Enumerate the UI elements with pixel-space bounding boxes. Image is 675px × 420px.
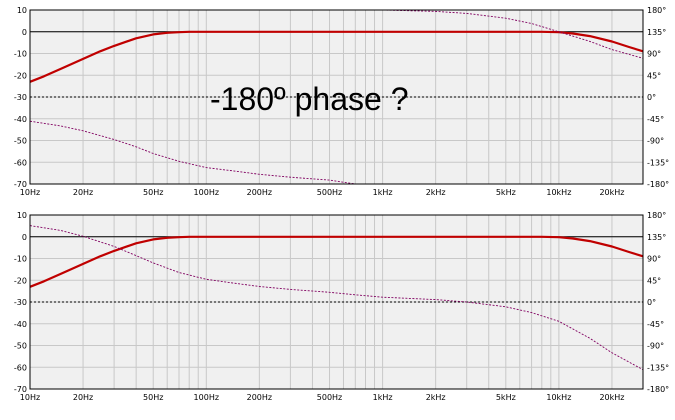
- y2-tick-label: 135°: [647, 233, 666, 242]
- y2-tick-label: -90°: [647, 342, 664, 351]
- x-tick-label: 50Hz: [143, 393, 163, 402]
- x-tick-label: 500Hz: [317, 188, 342, 197]
- y2-tick-label: 135°: [647, 28, 666, 37]
- y-tick-label: -10: [14, 50, 27, 59]
- y-tick-label: -10: [14, 255, 27, 264]
- x-tick-label: 2kHz: [426, 393, 446, 402]
- x-tick-label: 10Hz: [20, 188, 40, 197]
- y2-tick-label: 90°: [647, 255, 661, 264]
- x-tick-label: 10kHz: [546, 393, 571, 402]
- y2-tick-label: 0°: [647, 298, 656, 307]
- phase-series-line: [29, 225, 644, 371]
- x-tick-label: 100Hz: [194, 393, 219, 402]
- y-tick-label: -60: [14, 363, 27, 372]
- y-tick-label: -20: [14, 276, 27, 285]
- y2-tick-label: -135°: [647, 158, 669, 167]
- y-tick-label: -70: [14, 385, 27, 394]
- y-tick-label: -40: [14, 320, 27, 329]
- y2-tick-label: -180°: [647, 180, 669, 189]
- phase-series-line: [29, 120, 356, 185]
- plot-frame: [29, 214, 644, 390]
- y-tick-label: -60: [14, 158, 27, 167]
- x-tick-label: 500Hz: [317, 393, 342, 402]
- y2-tick-label: 45°: [647, 71, 661, 80]
- y-tick-label: 10: [17, 6, 27, 15]
- x-tick-label: 5kHz: [496, 393, 516, 402]
- x-tick-label: 100Hz: [194, 188, 219, 197]
- y-tick-label: -50: [14, 137, 27, 146]
- x-tick-label: 2kHz: [426, 188, 446, 197]
- y-tick-label: -70: [14, 180, 27, 189]
- x-tick-label: 1kHz: [373, 393, 393, 402]
- y-tick-label: -30: [14, 93, 27, 102]
- x-tick-label: 200Hz: [247, 188, 272, 197]
- y2-tick-label: 180°: [647, 211, 666, 220]
- y-tick-label: 0: [22, 28, 27, 37]
- x-tick-label: 10kHz: [546, 188, 571, 197]
- y2-tick-label: 45°: [647, 276, 661, 285]
- y2-tick-label: -180°: [647, 385, 669, 394]
- x-tick-label: 50Hz: [143, 188, 163, 197]
- y2-tick-label: -135°: [647, 363, 669, 372]
- x-tick-label: 20Hz: [73, 188, 93, 197]
- y2-tick-label: 0°: [647, 93, 656, 102]
- y2-tick-label: -45°: [647, 320, 664, 329]
- y-tick-label: 10: [17, 211, 27, 220]
- x-tick-label: 200Hz: [247, 393, 272, 402]
- y2-tick-label: 180°: [647, 6, 666, 15]
- y-tick-label: 0: [22, 233, 27, 242]
- top-chart: 10 0 -10 -20 -30 -40 -50 -60 -70 180° 135° 90° 45° 0°…: [14, 6, 669, 197]
- x-tick-label: 10Hz: [20, 393, 40, 402]
- y-tick-label: -50: [14, 342, 27, 351]
- x-tick-label: 1kHz: [373, 188, 393, 197]
- y2-tick-label: 90°: [647, 50, 661, 59]
- bottom-chart: 10 0 -10 -20 -30 -40 -50 -60 -70 180° 135° 90° 45° 0°…: [14, 211, 669, 402]
- phase-series-line: [382, 9, 644, 59]
- x-tick-label: 20Hz: [73, 393, 93, 402]
- x-tick-label: 20kHz: [599, 188, 624, 197]
- phase-annotation: -180º phase ?: [210, 81, 409, 117]
- y2-tick-label: -45°: [647, 115, 664, 124]
- magnitude-series-line: [29, 30, 644, 83]
- magnitude-series-line: [29, 235, 644, 288]
- y2-tick-label: -90°: [647, 137, 664, 146]
- x-tick-label: 5kHz: [496, 188, 516, 197]
- x-tick-label: 20kHz: [599, 393, 624, 402]
- y-tick-label: -40: [14, 115, 27, 124]
- y-tick-label: -20: [14, 71, 27, 80]
- plot-frame: [29, 9, 644, 185]
- y-tick-label: -30: [14, 298, 27, 307]
